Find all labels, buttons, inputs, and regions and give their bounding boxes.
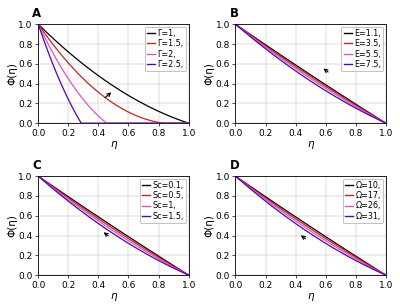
Y-axis label: Φ(η): Φ(η) xyxy=(7,62,17,85)
X-axis label: η: η xyxy=(307,291,314,301)
Legend: Sc=0.1,, Sc=0.5,, Sc=1,, Sc=1.5,: Sc=0.1,, Sc=0.5,, Sc=1,, Sc=1.5, xyxy=(140,179,186,223)
X-axis label: η: η xyxy=(307,139,314,149)
Text: A: A xyxy=(32,7,41,20)
Text: D: D xyxy=(230,159,239,172)
Y-axis label: Φ(η): Φ(η) xyxy=(204,214,214,237)
X-axis label: η: η xyxy=(110,139,117,149)
Legend: Ω=10,, Ω=17,, Ω=26,, Ω=31,: Ω=10,, Ω=17,, Ω=26,, Ω=31, xyxy=(343,179,384,223)
X-axis label: η: η xyxy=(110,291,117,301)
Legend: Γ=1,, Γ=1.5,, Γ=2,, Γ=2.5,: Γ=1,, Γ=1.5,, Γ=2,, Γ=2.5, xyxy=(145,27,186,71)
Legend: E=1.1,, E=3.5,, E=5.5,, E=7.5,: E=1.1,, E=3.5,, E=5.5,, E=7.5, xyxy=(341,27,384,71)
Text: B: B xyxy=(230,7,238,20)
Y-axis label: Φ(η): Φ(η) xyxy=(204,62,214,85)
Text: C: C xyxy=(32,159,41,172)
Y-axis label: Φ(η): Φ(η) xyxy=(7,214,17,237)
